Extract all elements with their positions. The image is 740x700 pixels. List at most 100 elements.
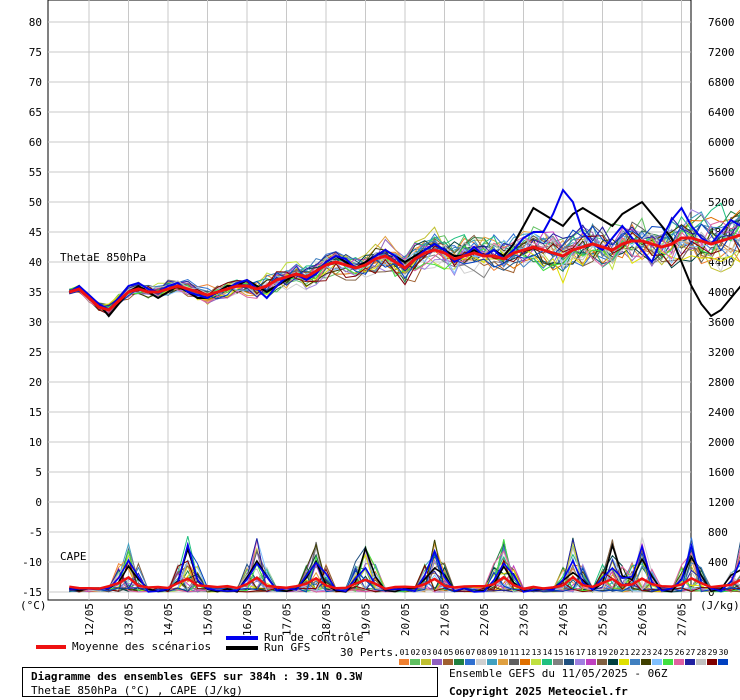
legend-pert-number: 27 — [685, 648, 696, 657]
legend-pert-swatch — [553, 659, 563, 665]
legend-pert-item: 24 — [652, 649, 663, 665]
legend-pert-swatch — [619, 659, 629, 665]
legend-pert-number: 02 — [410, 648, 421, 657]
legend-pert-swatch — [454, 659, 464, 665]
legend-pert-number: 22 — [630, 648, 641, 657]
info-title: Diagramme des ensembles GEFS sur 384h : … — [31, 670, 363, 683]
theta-gfs-line — [68, 200, 740, 318]
legend-pert-swatch — [564, 659, 574, 665]
legend-pert-number: 05 — [443, 648, 454, 657]
date-tick-label: 25/05 — [597, 603, 610, 636]
left-tick-label: 45 — [29, 226, 42, 239]
perturbation-line — [69, 237, 740, 307]
date-tick-label: 26/05 — [636, 603, 649, 636]
legend-pert-number: 14 — [542, 648, 553, 657]
right-axis-ticks: 7600720068006400600056005200480044004000… — [708, 16, 735, 599]
left-tick-label: 30 — [29, 316, 42, 329]
legend-pert-swatch — [531, 659, 541, 665]
legend-pert-item: 23 — [641, 649, 652, 665]
legend-gfs-swatch — [226, 646, 258, 650]
legend-pert-swatch — [399, 659, 409, 665]
left-tick-label: 15 — [29, 406, 42, 419]
legend-pert-swatch — [641, 659, 651, 665]
info-box: Diagramme des ensembles GEFS sur 384h : … — [22, 667, 438, 697]
left-tick-label: 25 — [29, 346, 42, 359]
grid — [47, 0, 692, 601]
legend-pert-number: 03 — [421, 648, 432, 657]
legend-pert-item: 20 — [608, 649, 619, 665]
legend-pert-number: 13 — [531, 648, 542, 657]
legend-control-label: Run de contrôle — [264, 631, 364, 644]
legend-pert-number: 07 — [465, 648, 476, 657]
legend-control-swatch — [226, 636, 258, 640]
legend-pert-item: 19 — [597, 649, 608, 665]
legend-pert-number: 04 — [432, 648, 443, 657]
right-tick-label: 6800 — [708, 76, 735, 89]
legend-pert-item: 13 — [531, 649, 542, 665]
main-series-lines — [68, 188, 740, 318]
legend-pert-item: 25 — [663, 649, 674, 665]
legend-pert-swatch — [432, 659, 442, 665]
date-tick-label: 19/05 — [360, 603, 373, 636]
legend-pert-item: 01 — [399, 649, 410, 665]
legend-pert-number: 23 — [641, 648, 652, 657]
panel-label-cape: CAPE — [60, 550, 87, 563]
legend-pert-number: 01 — [399, 648, 410, 657]
right-tick-label: 2000 — [708, 436, 735, 449]
legend-pert-swatch — [443, 659, 453, 665]
right-tick-label: 800 — [708, 526, 728, 539]
gefs-ensemble-chart: 80757065605550454035302520151050-5-10-15… — [20, 0, 740, 636]
cape-mean-line — [69, 575, 740, 591]
legend-pert-item: 22 — [630, 649, 641, 665]
legend-pert-swatch — [575, 659, 585, 665]
perturbation-line — [69, 231, 740, 315]
legend-pert-item: 15 — [553, 649, 564, 665]
right-tick-label: 400 — [708, 556, 728, 569]
date-tick-label: 23/05 — [518, 603, 531, 636]
perturbation-line — [69, 223, 740, 310]
legend-pert-swatch — [608, 659, 618, 665]
legend-pert-item: 16 — [564, 649, 575, 665]
legend-pert-item: 17 — [575, 649, 586, 665]
legend-pert-item: 06 — [454, 649, 465, 665]
perturbation-line — [69, 220, 740, 307]
cape-control-line — [69, 541, 740, 593]
left-tick-label: 0 — [35, 496, 42, 509]
legend-pert-swatch — [674, 659, 684, 665]
left-tick-label: 35 — [29, 286, 42, 299]
legend-pert-number: 18 — [586, 648, 597, 657]
legend-pert-item: 05 — [443, 649, 454, 665]
right-tick-label: 6000 — [708, 136, 735, 149]
left-tick-label: 40 — [29, 256, 42, 269]
date-tick-label: 16/05 — [241, 603, 254, 636]
date-tick-label: 22/05 — [478, 603, 491, 636]
left-tick-label: 65 — [29, 106, 42, 119]
legend-pert-number: 11 — [509, 648, 520, 657]
legend-pert-swatch — [652, 659, 662, 665]
run-info: Ensemble GEFS du 11/05/2025 - 06Z — [449, 667, 668, 680]
date-tick-label: 13/05 — [123, 603, 136, 636]
legend-pert-swatch — [630, 659, 640, 665]
legend-pert-item: 29 — [707, 649, 718, 665]
legend-gfs-label: Run GFS — [264, 641, 311, 654]
legend-pert-number: 12 — [520, 648, 531, 657]
legend-perts-label: 30 Perts. — [340, 646, 400, 659]
legend-pert-number: 08 — [476, 648, 487, 657]
right-tick-label: 1200 — [708, 496, 735, 509]
left-tick-label: 75 — [29, 46, 42, 59]
legend-pert-swatch — [542, 659, 552, 665]
right-tick-label: 0 — [708, 586, 715, 599]
legend-pert-number: 16 — [564, 648, 575, 657]
left-tick-label: 80 — [29, 16, 42, 29]
legend-mean: Moyenne des scénarios — [36, 640, 211, 653]
legend-pert-item: 21 — [619, 649, 630, 665]
date-tick-label: 15/05 — [202, 603, 215, 636]
info-subtitle: ThetaE 850hPa (°C) , CAPE (J/kg) — [31, 684, 243, 697]
legend-pert-item: 18 — [586, 649, 597, 665]
legend-pert-item: 14 — [542, 649, 553, 665]
date-tick-label: 12/05 — [83, 603, 96, 636]
right-tick-label: 5600 — [708, 166, 735, 179]
right-tick-label: 6400 — [708, 106, 735, 119]
left-tick-label: 55 — [29, 166, 42, 179]
legend-pert-swatch — [465, 659, 475, 665]
